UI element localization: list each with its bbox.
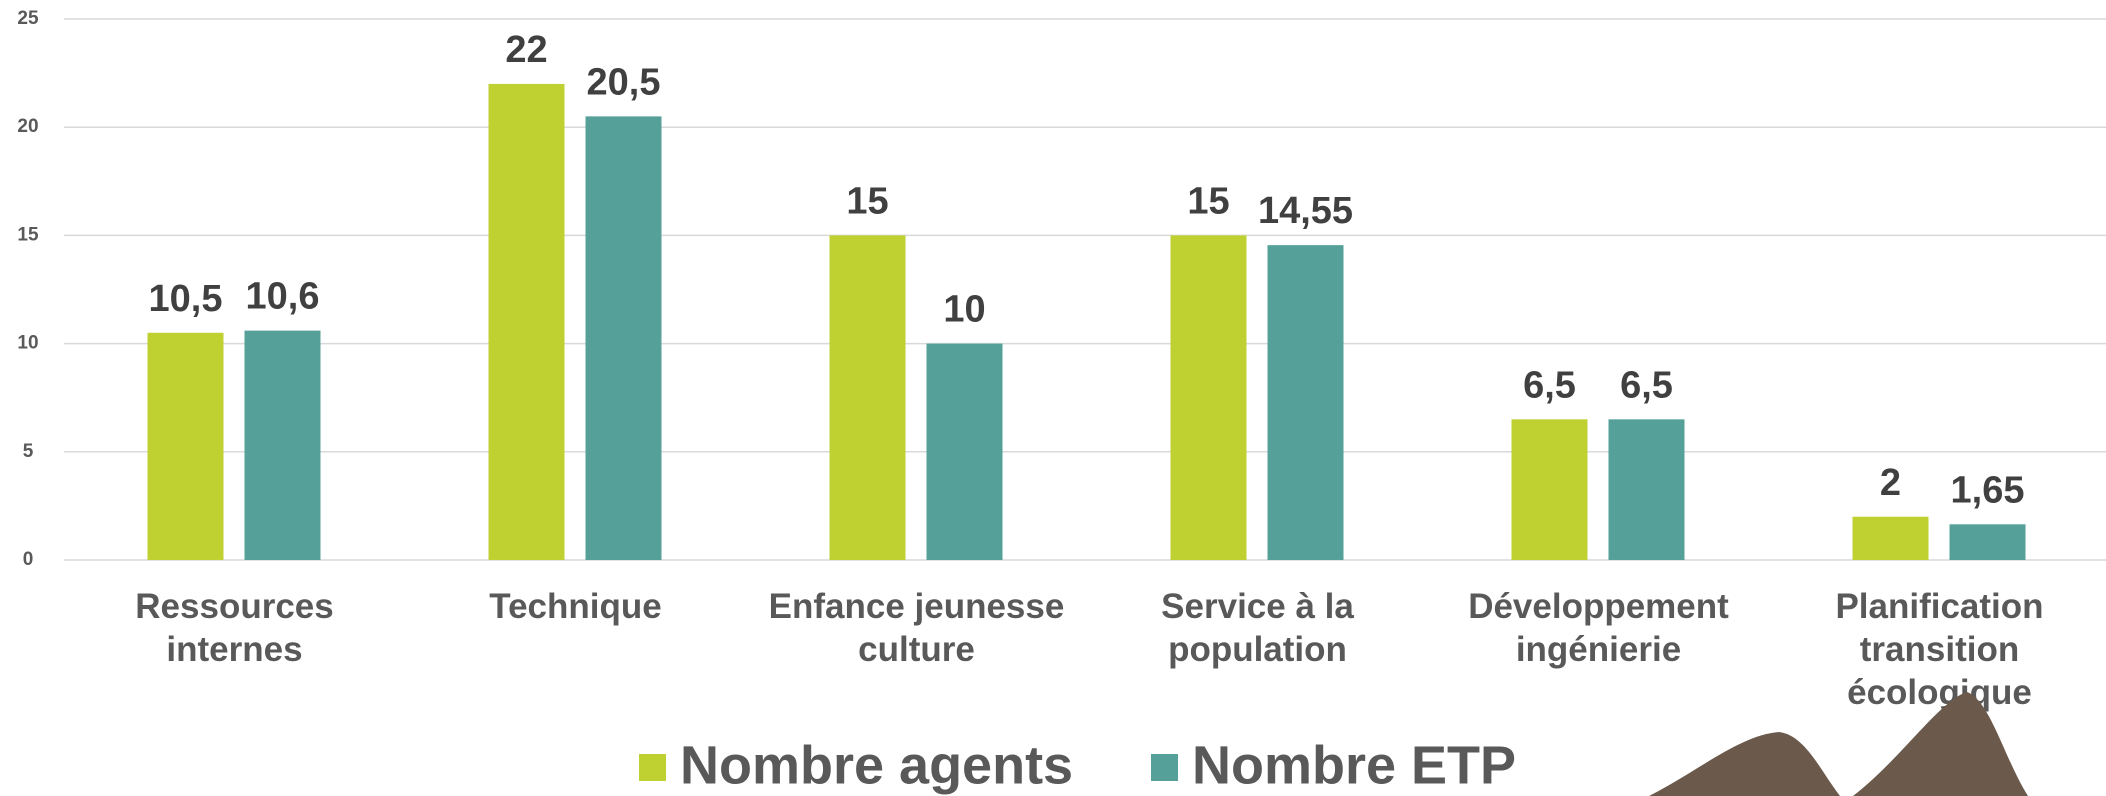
bar xyxy=(1608,419,1685,560)
value-label: 15 xyxy=(846,180,888,222)
bar xyxy=(244,330,321,560)
legend-label: Nombre ETP xyxy=(1192,735,1516,795)
bar xyxy=(1267,245,1344,560)
bar xyxy=(926,343,1003,560)
bar xyxy=(585,116,662,560)
y-tick-label: 5 xyxy=(23,441,34,462)
bar xyxy=(488,83,565,561)
x-tick-label: Enfance jeunesse culture xyxy=(768,587,1065,669)
y-tick-label: 15 xyxy=(17,224,39,245)
bar xyxy=(147,332,224,560)
legend-swatch xyxy=(1151,754,1178,781)
value-label: 10,6 xyxy=(246,276,320,318)
decoration xyxy=(1649,692,2028,796)
bar xyxy=(1852,516,1929,560)
y-tick-label: 0 xyxy=(23,549,34,570)
x-tick-label: Service à la population xyxy=(1161,587,1354,669)
value-label: 6,5 xyxy=(1620,364,1673,406)
x-tick-label: Développement ingénierie xyxy=(1468,587,1729,669)
value-label: 15 xyxy=(1187,180,1229,222)
bar xyxy=(829,235,906,560)
value-label: 2 xyxy=(1880,462,1901,504)
value-label: 22 xyxy=(505,29,547,71)
bar xyxy=(1511,419,1588,560)
y-tick-label: 20 xyxy=(17,116,38,137)
value-label: 10,5 xyxy=(149,278,223,320)
y-tick-label: 10 xyxy=(17,333,38,354)
value-label: 6,5 xyxy=(1523,364,1576,406)
bar xyxy=(1949,524,2026,560)
y-tick-label: 25 xyxy=(17,8,39,29)
bar xyxy=(1170,235,1247,560)
x-tick-label: Planification transition écologique xyxy=(1835,587,2044,712)
value-label: 14,55 xyxy=(1258,190,1353,232)
value-label: 10 xyxy=(943,289,985,331)
value-label: 20,5 xyxy=(587,61,661,103)
legend-label: Nombre agents xyxy=(680,735,1073,795)
value-label: 1,65 xyxy=(1951,469,2025,511)
x-tick-label: Technique xyxy=(489,587,662,626)
legend-swatch xyxy=(639,754,666,781)
x-tick-label: Ressources internes xyxy=(135,587,334,669)
